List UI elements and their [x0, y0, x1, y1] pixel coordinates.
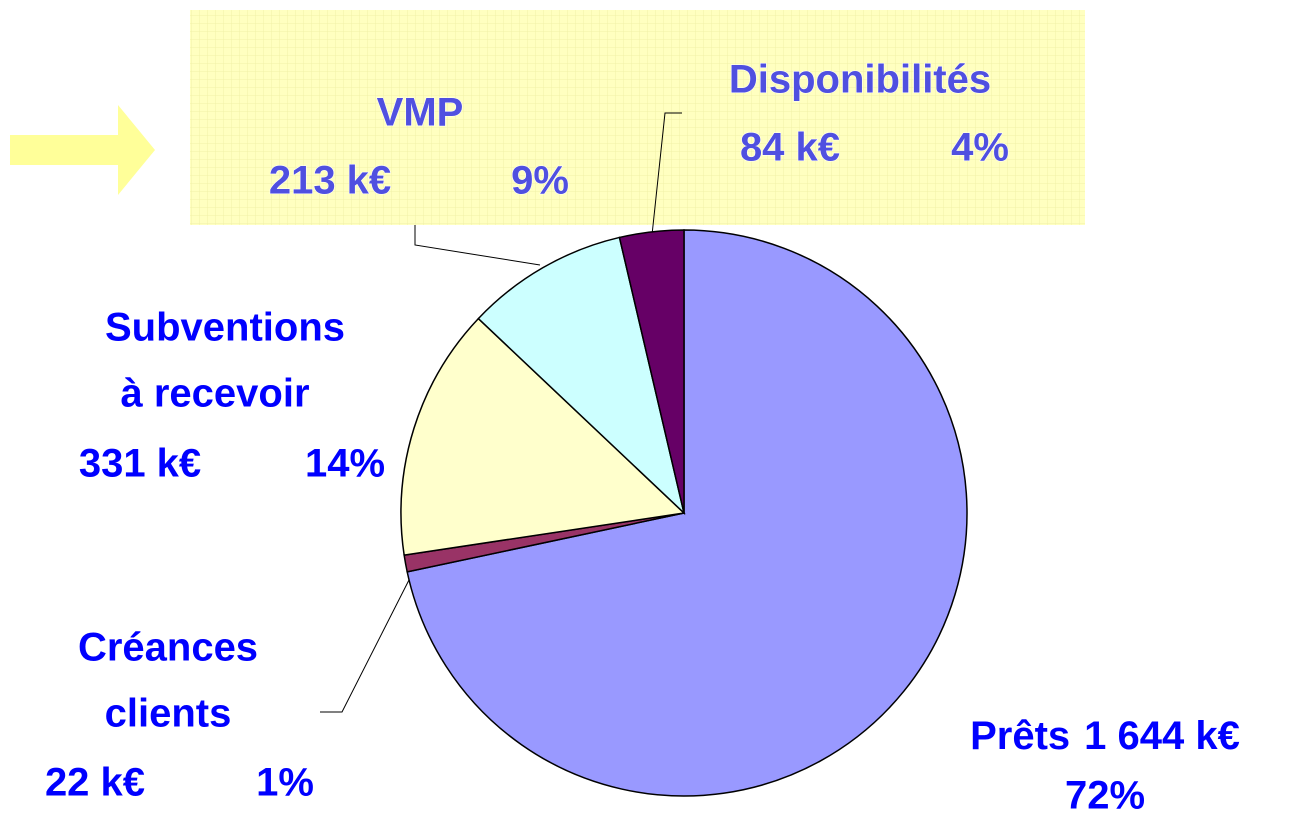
leader-line	[651, 112, 682, 236]
leader-line	[414, 225, 541, 266]
category-label: à recevoir	[120, 372, 309, 416]
percent-label: 9%	[511, 159, 569, 203]
value-label: 1 644 k€	[1084, 714, 1240, 758]
category-label: Créances	[78, 626, 258, 670]
pie-slice	[618, 229, 685, 514]
category-label: Prêts	[970, 714, 1070, 758]
value-label: 331 k€	[79, 442, 201, 486]
value-label: 22 k€	[45, 761, 145, 805]
value-label: 213 k€	[269, 159, 391, 203]
percent-label: 72%	[1065, 774, 1145, 818]
percent-label: 14%	[305, 442, 385, 486]
slice-label: Prêts 1 644 k€	[970, 714, 1240, 758]
percent-label: 4%	[951, 126, 1009, 170]
category-label: Disponibilités	[729, 58, 991, 102]
value-label: 84 k€	[740, 126, 840, 170]
category-label: Subventions	[105, 306, 345, 350]
highlight-box	[190, 10, 1085, 225]
percent-label: 1%	[256, 761, 314, 805]
pie-slice	[400, 317, 686, 556]
category-label: clients	[105, 692, 232, 736]
category-label: VMP	[377, 91, 464, 135]
arrow	[10, 105, 155, 195]
pie-slice	[477, 236, 686, 516]
leader-line	[320, 577, 411, 713]
pie-slice	[406, 229, 968, 797]
